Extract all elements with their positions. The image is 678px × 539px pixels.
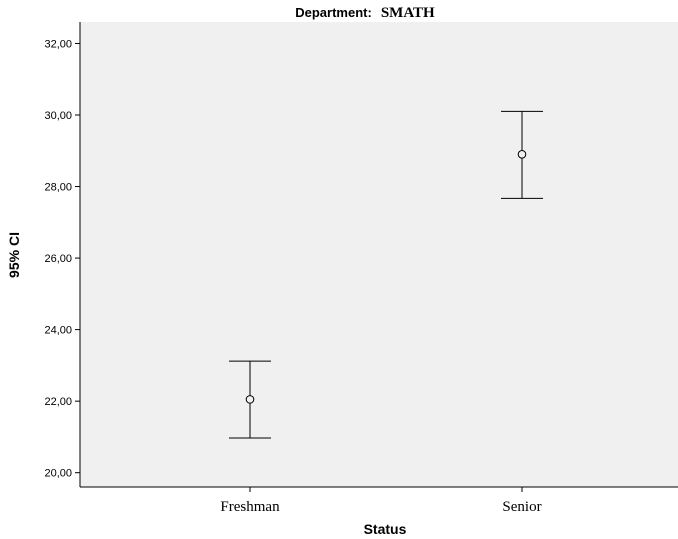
- x-axis-ticks: Freshman Senior: [220, 487, 542, 515]
- x-tick-label: Senior: [502, 499, 541, 515]
- y-axis-title: 95% CI: [6, 232, 22, 278]
- chart-title-prefix: Department:: [295, 5, 372, 20]
- y-axis-ticks: 20,00 22,00 24,00 26,00 28,00 30,00 32,00: [44, 38, 80, 480]
- x-tick-label: Freshman: [220, 499, 280, 515]
- mean-marker-freshman: [245, 395, 255, 404]
- y-tick-label: 26,00: [44, 253, 72, 265]
- plot-area: [80, 22, 678, 487]
- chart-title: Department: SMATH: [295, 4, 435, 21]
- y-tick-label: 24,00: [44, 325, 72, 337]
- x-axis-title: Status: [364, 521, 407, 537]
- y-tick-label: 20,00: [44, 468, 72, 480]
- y-tick-label: 32,00: [44, 38, 72, 50]
- chart-title-value: SMATH: [381, 5, 435, 21]
- y-tick-label: 22,00: [44, 396, 72, 408]
- y-tick-label: 30,00: [44, 110, 72, 122]
- mean-marker-senior: [517, 150, 527, 159]
- y-tick-label: 28,00: [44, 182, 72, 194]
- error-bars: [229, 110, 543, 439]
